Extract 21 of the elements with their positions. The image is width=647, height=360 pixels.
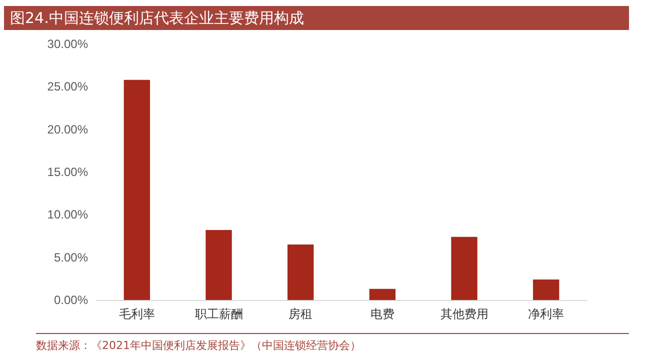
bar	[369, 288, 396, 300]
bar	[287, 244, 314, 300]
y-tick-label: 20.00%	[47, 122, 88, 136]
bar	[532, 280, 560, 300]
bar	[451, 236, 478, 300]
y-tick-label: 15.00%	[47, 165, 88, 179]
y-tick-label: 30.00%	[47, 37, 88, 51]
bar	[124, 80, 150, 300]
source-note: 数据来源：《2021年中国便利店发展报告》（中国连锁经营协会）	[36, 338, 361, 353]
chart-title: 图24.中国连锁便利店代表企业主要费用构成	[4, 6, 629, 30]
x-tick-label: 职工薪酬	[194, 307, 243, 321]
y-tick-label: 25.00%	[47, 80, 88, 94]
y-tick-label: 0.00%	[54, 293, 88, 307]
bar	[206, 230, 232, 300]
y-tick-label: 5.00%	[54, 250, 88, 264]
x-tick-label: 净利率	[528, 307, 564, 321]
x-tick-label: 其他费用	[440, 307, 488, 321]
y-tick-label: 10.00%	[47, 208, 88, 222]
x-tick-label: 房租	[288, 307, 313, 321]
x-tick-label: 电费	[370, 307, 394, 321]
x-tick-label: 毛利率	[118, 307, 155, 321]
